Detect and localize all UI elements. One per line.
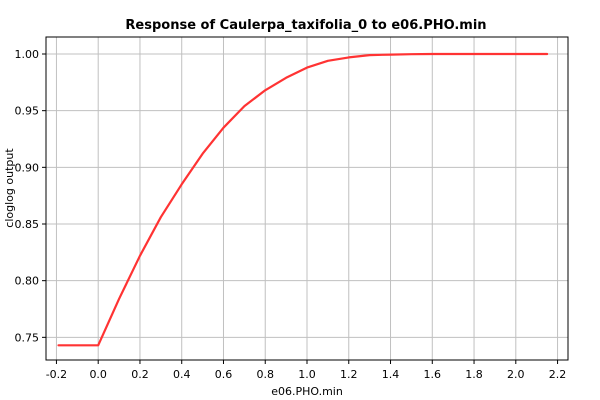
x-tick-label: 1.2 [340,368,358,381]
x-tick-label: 0.4 [173,368,191,381]
chart-title: Response of Caulerpa_taxifolia_0 to e06.… [125,18,486,33]
x-tick-label: 0.2 [131,368,149,381]
x-axis-label: e06.PHO.min [271,385,343,398]
x-tick-label: 2.0 [507,368,525,381]
y-tick-label: 0.75 [15,331,40,344]
x-axis-ticks: -0.2 0.0 0.2 0.4 0.6 0.8 1.0 1.2 1.4 1.6 1.8 2.0 2.2 [46,360,567,381]
x-tick-label: 0.0 [89,368,107,381]
y-tick-label: 0.80 [15,275,40,288]
series-group [57,52,549,347]
x-tick-label: 2.2 [549,368,567,381]
y-tick-label: 0.95 [15,105,40,118]
y-tick-label: 1.00 [15,48,40,61]
response-curve [57,52,549,347]
x-tick-label: 0.6 [215,368,233,381]
grid-lines [46,37,568,360]
x-tick-label: 1.0 [298,368,316,381]
y-axis-ticks: 0.75 0.80 0.85 0.90 0.95 1.00 [15,48,46,344]
x-tick-label: 0.8 [256,368,274,381]
y-axis-label: cloglog output [3,148,16,228]
x-tick-label: -0.2 [46,368,67,381]
x-tick-label: 1.6 [424,368,442,381]
y-tick-label: 0.90 [15,161,40,174]
y-tick-label: 0.85 [15,218,40,231]
x-tick-label: 1.8 [465,368,483,381]
x-tick-label: 1.4 [382,368,400,381]
